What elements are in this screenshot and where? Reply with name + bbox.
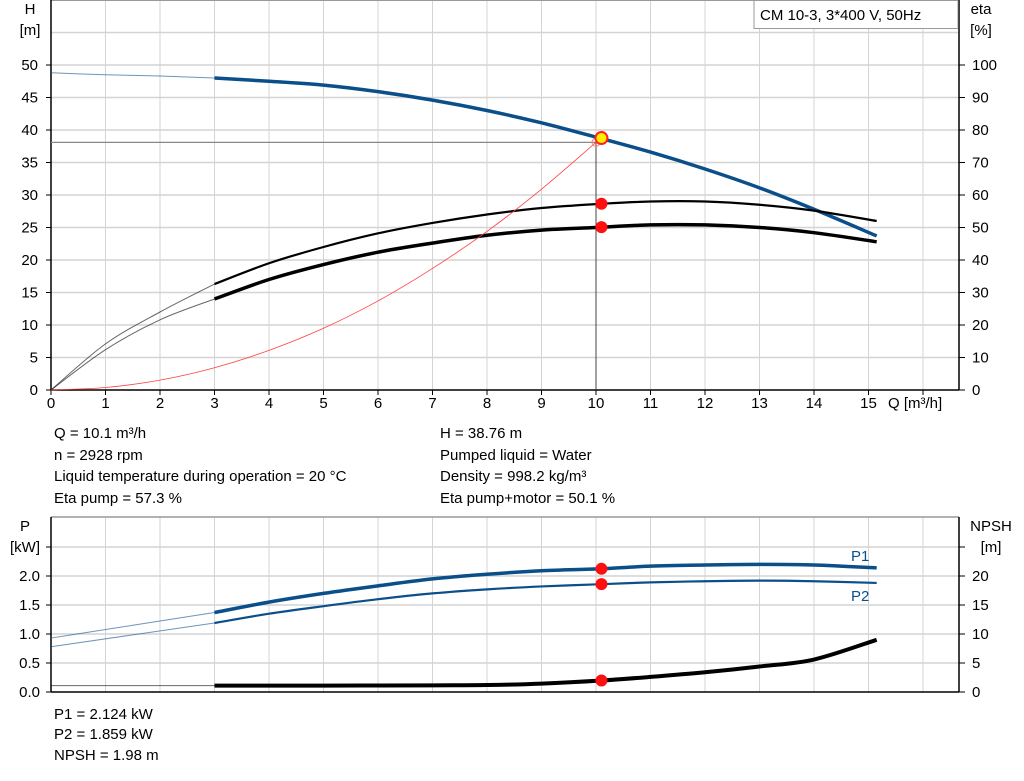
title-box-text: CM 10-3, 3*400 V, 50Hz (760, 7, 921, 24)
p2-point (595, 578, 608, 591)
series-eta_pump_motor-extrapolated (50, 298, 215, 391)
y-left-tick-label: 1.5 (19, 597, 40, 614)
y-left-tick-label: 30 (21, 187, 38, 204)
x-tick-label: 5 (319, 395, 327, 412)
y-left-tick-label: 0 (30, 382, 38, 399)
y-left-tick-label: 10 (21, 317, 38, 334)
info-n: n = 2928 rpm (54, 447, 143, 464)
x-tick-label: 0 (47, 395, 55, 412)
x-tick-label: 13 (751, 395, 768, 412)
y-left-tick-label: 35 (21, 155, 38, 172)
x-tick-label: 15 (860, 395, 877, 412)
y-right-tick-label: 80 (972, 122, 989, 139)
x-tick-label: 8 (483, 395, 491, 412)
series-eta_pump (214, 200, 877, 286)
y-right-axis-name: eta (971, 1, 993, 18)
y-right-tick-label: 0 (972, 382, 980, 399)
x-tick-label: 10 (588, 395, 605, 412)
series-H (214, 76, 878, 238)
info-p2: P2 = 1.859 kW (54, 726, 153, 743)
y-right-tick-label: 70 (972, 155, 989, 172)
info-eta-pump-motor: Eta pump+motor = 50.1 % (440, 490, 616, 507)
y-right-tick-label: 10 (972, 626, 989, 643)
y-left-tick-label: 50 (21, 57, 38, 74)
y-right-tick-label: 90 (972, 90, 989, 107)
p1-point (595, 562, 608, 575)
x-tick-label: 9 (537, 395, 545, 412)
series-P2-extrapolated (50, 622, 215, 648)
series-P1 (214, 562, 877, 615)
npsh-point (595, 674, 608, 687)
title-box (753, 0, 959, 29)
info-liquid: Pumped liquid = Water (440, 447, 592, 464)
y-left-tick-label: 0.0 (19, 684, 40, 701)
y-right-tick-label: 10 (972, 350, 989, 367)
y-left-axis-unit: [kW] (10, 539, 40, 556)
y-left-tick-label: 15 (21, 285, 38, 302)
y-right-axis-unit: [m] (981, 539, 1002, 556)
x-tick-label: 2 (156, 395, 164, 412)
series-system_curve (50, 142, 597, 391)
y-left-axis-name: H (25, 1, 36, 18)
y-left-tick-label: 20 (21, 252, 38, 269)
y-left-axis-name: P (20, 518, 30, 535)
x-tick-label: 12 (697, 395, 714, 412)
info-h: H = 38.76 m (440, 425, 523, 442)
y-right-tick-label: 0 (972, 684, 980, 701)
x-tick-label: 6 (374, 395, 382, 412)
info-temp: Liquid temperature during operation = 20… (54, 468, 347, 485)
series-H-extrapolated (50, 72, 215, 79)
y-right-tick-label: 5 (972, 655, 980, 672)
series-eta_pump-extrapolated (50, 283, 215, 391)
y-right-tick-label: 30 (972, 285, 989, 302)
y-right-tick-label: 15 (972, 597, 989, 614)
series-eta_pump_motor (213, 222, 877, 301)
info-npsh: NPSH = 1.98 m (54, 747, 159, 764)
eta-pump-point (595, 197, 608, 210)
x-tick-label: 1 (101, 395, 109, 412)
x-tick-label: 3 (210, 395, 218, 412)
info-p1: P1 = 2.124 kW (54, 706, 153, 723)
y-left-tick-label: 40 (21, 122, 38, 139)
y-left-tick-label: 5 (30, 350, 38, 367)
info-q: Q = 10.1 m³/h (54, 425, 147, 442)
y-right-tick-label: 60 (972, 187, 989, 204)
series-P1-extrapolated (50, 612, 215, 639)
y-left-tick-label: 45 (21, 90, 38, 107)
y-left-axis-unit: [m] (20, 22, 41, 39)
y-right-tick-label: 50 (972, 220, 989, 237)
eta-pump-motor-point (595, 221, 608, 234)
y-left-tick-label: 2.0 (19, 568, 40, 585)
y-right-tick-label: 40 (972, 252, 989, 269)
y-left-tick-label: 0.5 (19, 655, 40, 672)
y-left-tick-label: 25 (21, 220, 38, 237)
info-density: Density = 998.2 kg/m³ (440, 468, 587, 485)
x-tick-label: 4 (265, 395, 273, 412)
series-P2 (214, 579, 877, 625)
x-tick-label: 14 (806, 395, 823, 412)
series-label-p2: P2 (851, 588, 869, 605)
series-label-p1: P1 (851, 548, 869, 565)
y-right-tick-label: 20 (972, 317, 989, 334)
series-NPSH (214, 637, 878, 688)
y-right-axis-unit: [%] (970, 22, 992, 39)
x-axis-label: Q [m³/h] (888, 395, 942, 412)
y-right-tick-label: 100 (972, 57, 997, 74)
y-right-axis-name: NPSH (970, 518, 1012, 535)
x-tick-label: 7 (428, 395, 436, 412)
duty-point-marker (594, 131, 609, 146)
y-right-tick-label: 20 (972, 568, 989, 585)
info-eta-pump: Eta pump = 57.3 % (54, 490, 182, 507)
y-left-tick-label: 1.0 (19, 626, 40, 643)
x-tick-label: 11 (643, 395, 659, 412)
